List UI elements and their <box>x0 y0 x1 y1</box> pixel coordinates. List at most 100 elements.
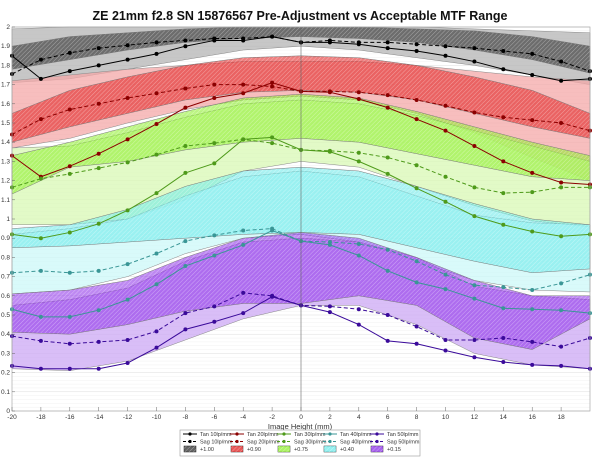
data-point <box>559 185 564 190</box>
data-point <box>67 314 72 319</box>
data-point <box>38 314 43 319</box>
data-point <box>559 121 564 125</box>
data-point <box>559 234 564 239</box>
data-point <box>559 281 564 286</box>
data-point <box>414 42 419 47</box>
chart-title: ZE 21mm f2.8 SN 15876567 Pre-Adjustment … <box>93 9 508 23</box>
x-tick-label: 18 <box>557 414 565 421</box>
data-point <box>356 322 361 327</box>
data-point <box>559 363 564 368</box>
data-point <box>385 171 390 176</box>
data-point <box>501 49 506 53</box>
data-point <box>472 337 477 342</box>
data-point <box>154 282 159 287</box>
data-point <box>125 262 130 267</box>
data-point <box>212 319 217 324</box>
data-point <box>183 144 188 149</box>
data-point <box>67 69 72 74</box>
data-point <box>241 242 246 247</box>
data-point <box>154 345 159 350</box>
x-tick-label: 12 <box>471 414 479 421</box>
data-point <box>270 34 275 39</box>
data-point <box>385 268 390 273</box>
data-point <box>270 141 275 146</box>
data-point <box>241 91 246 96</box>
data-point <box>327 242 332 247</box>
data-point <box>530 288 535 293</box>
data-point <box>67 164 72 169</box>
legend-marker <box>282 439 286 444</box>
data-point <box>414 324 419 329</box>
x-tick-label: -8 <box>183 414 189 421</box>
data-point <box>472 283 477 288</box>
data-point <box>38 268 43 273</box>
x-tick-label: 0 <box>299 414 303 421</box>
legend-label: Sag 50lp/mm <box>387 440 420 446</box>
legend-marker <box>282 432 286 436</box>
data-point <box>38 366 43 371</box>
legend-label: +1.00 <box>200 447 214 453</box>
data-point <box>385 93 390 98</box>
legend-marker <box>235 432 239 436</box>
x-tick-label: -20 <box>7 414 17 421</box>
y-tick-label: 0.8 <box>1 254 10 261</box>
data-point <box>125 96 130 101</box>
data-point <box>501 222 506 227</box>
data-point <box>443 348 448 353</box>
x-tick-label: -18 <box>36 414 46 421</box>
legend-marker <box>375 432 379 436</box>
data-point <box>472 59 477 64</box>
data-point <box>327 310 332 315</box>
data-point <box>241 311 246 316</box>
data-point <box>125 43 130 48</box>
data-point <box>38 76 43 81</box>
data-point <box>559 78 564 83</box>
data-point <box>501 336 506 341</box>
data-point <box>125 137 130 142</box>
data-point <box>96 339 101 344</box>
data-point <box>270 80 275 85</box>
legend-swatch-hatch <box>371 446 383 452</box>
legend-marker <box>328 432 332 436</box>
y-tick-label: 0.6 <box>1 293 10 300</box>
data-point <box>96 101 101 106</box>
data-point <box>443 44 448 49</box>
x-tick-label: -10 <box>152 414 162 421</box>
y-tick-label: 1.7 <box>1 82 10 89</box>
data-point <box>385 338 390 343</box>
data-point <box>356 307 361 312</box>
data-point <box>530 170 535 175</box>
data-point <box>530 190 535 195</box>
data-point <box>443 272 448 277</box>
data-point <box>530 73 535 77</box>
legend-marker <box>328 439 332 444</box>
data-point <box>443 174 448 179</box>
legend-label: +0.90 <box>247 447 261 453</box>
data-point <box>443 128 448 133</box>
y-tick-label: 2 <box>6 24 10 31</box>
legend-label: Sag 10lp/mm <box>200 440 233 446</box>
data-point <box>67 366 72 371</box>
x-tick-label: 14 <box>500 414 508 421</box>
data-point <box>241 36 246 41</box>
data-point <box>183 86 188 91</box>
data-point <box>472 185 477 190</box>
y-tick-label: 0.3 <box>1 350 10 357</box>
y-tick-label: 1.2 <box>1 178 10 185</box>
data-point <box>414 117 419 122</box>
data-point <box>501 159 506 164</box>
data-point <box>183 327 188 332</box>
data-point <box>183 264 188 269</box>
y-tick-label: 0.5 <box>1 312 10 319</box>
data-point <box>67 341 72 346</box>
data-point <box>270 84 275 89</box>
x-tick-label: 8 <box>415 414 419 421</box>
y-tick-label: 0.1 <box>1 389 10 396</box>
data-point <box>67 50 72 55</box>
data-point <box>241 228 246 233</box>
data-point <box>183 38 188 43</box>
data-point <box>327 304 332 309</box>
y-tick-label: 1.6 <box>1 101 10 108</box>
data-point <box>530 51 535 56</box>
x-tick-label: -4 <box>240 414 246 421</box>
